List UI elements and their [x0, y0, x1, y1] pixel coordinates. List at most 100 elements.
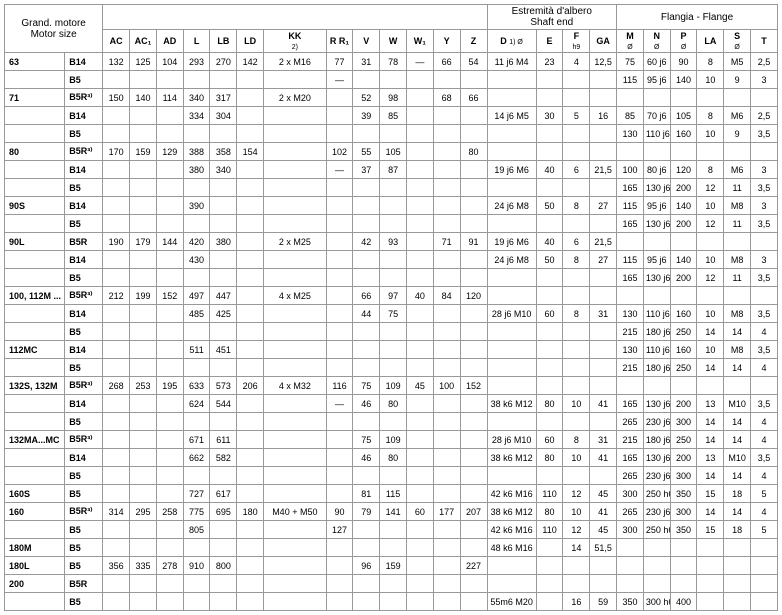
data-cell	[183, 539, 210, 557]
data-cell	[724, 377, 751, 395]
data-cell	[156, 125, 183, 143]
data-cell: 14	[697, 413, 724, 431]
data-cell: 2,5	[751, 53, 778, 71]
data-cell: 10	[697, 251, 724, 269]
data-cell	[156, 431, 183, 449]
data-cell: 85	[617, 107, 644, 125]
data-cell: M8	[724, 305, 751, 323]
data-cell	[103, 449, 130, 467]
table-row: 180MB548 k6 M161451,5	[5, 539, 778, 557]
data-cell: 390	[183, 197, 210, 215]
data-cell: 40	[536, 233, 563, 251]
data-cell	[264, 215, 327, 233]
data-cell	[487, 269, 536, 287]
data-cell	[433, 593, 460, 611]
data-cell	[433, 431, 460, 449]
data-cell: 425	[210, 305, 237, 323]
data-cell	[264, 539, 327, 557]
mounting-cell: B5	[65, 593, 103, 611]
data-cell: 662	[183, 449, 210, 467]
data-cell: 278	[156, 557, 183, 575]
data-cell: 2 x M20	[264, 89, 327, 107]
motor-size-cell	[5, 521, 65, 539]
data-cell: 212	[103, 287, 130, 305]
table-row: 71B5R³⁾1501401143403172 x M2052986866	[5, 89, 778, 107]
data-cell: 159	[380, 557, 407, 575]
data-cell: 12	[563, 521, 590, 539]
motor-size-cell: 80	[5, 143, 65, 161]
col-RR1: R R₁	[326, 30, 353, 53]
data-cell	[210, 125, 237, 143]
data-cell	[724, 287, 751, 305]
data-cell: 130 j6	[643, 395, 670, 413]
data-cell	[460, 341, 487, 359]
data-cell: 45	[590, 485, 617, 503]
data-cell	[183, 179, 210, 197]
data-cell	[237, 215, 264, 233]
data-cell	[406, 215, 433, 233]
data-cell: M10	[724, 395, 751, 413]
data-cell	[326, 251, 353, 269]
data-cell	[353, 575, 380, 593]
data-cell: 80	[536, 395, 563, 413]
data-cell	[156, 449, 183, 467]
data-cell	[380, 413, 407, 431]
col-N: NØ	[643, 30, 670, 53]
data-cell: 104	[156, 53, 183, 71]
table-row: 132MA...MCB5R³⁾6716117510928 j6 M1060831…	[5, 431, 778, 449]
data-cell: 8	[563, 197, 590, 215]
data-cell: 130 j6	[643, 269, 670, 287]
data-cell	[536, 593, 563, 611]
data-cell: 41	[590, 395, 617, 413]
data-cell: 130 j6	[643, 179, 670, 197]
data-cell	[406, 323, 433, 341]
data-cell: 13	[697, 395, 724, 413]
data-cell: 66	[353, 287, 380, 305]
data-cell	[487, 359, 536, 377]
data-cell	[536, 89, 563, 107]
data-cell: 31	[590, 431, 617, 449]
data-cell	[264, 197, 327, 215]
data-cell	[406, 179, 433, 197]
data-cell	[130, 593, 157, 611]
data-cell: 8	[563, 305, 590, 323]
data-cell	[264, 359, 327, 377]
data-cell: 350	[617, 593, 644, 611]
data-cell	[460, 467, 487, 485]
data-cell	[433, 539, 460, 557]
data-cell	[617, 575, 644, 593]
data-cell: 18	[724, 485, 751, 503]
data-cell: 45	[406, 377, 433, 395]
data-cell	[751, 143, 778, 161]
data-cell: 115	[617, 251, 644, 269]
data-cell: 4	[751, 467, 778, 485]
data-cell	[751, 575, 778, 593]
data-cell	[130, 269, 157, 287]
data-cell	[237, 125, 264, 143]
data-cell: 317	[210, 89, 237, 107]
data-cell: 44	[353, 305, 380, 323]
data-cell	[210, 539, 237, 557]
data-cell: 120	[460, 287, 487, 305]
motor-size-cell	[5, 125, 65, 143]
data-cell	[406, 413, 433, 431]
data-cell: 180 j6	[643, 431, 670, 449]
data-cell	[103, 107, 130, 125]
data-cell	[237, 593, 264, 611]
data-cell: 300	[617, 521, 644, 539]
data-cell	[536, 143, 563, 161]
data-cell	[103, 467, 130, 485]
col-AC: AC	[103, 30, 130, 53]
data-cell	[103, 575, 130, 593]
data-cell	[536, 413, 563, 431]
data-cell	[210, 197, 237, 215]
data-cell	[130, 395, 157, 413]
data-cell: 179	[130, 233, 157, 251]
data-cell: 84	[433, 287, 460, 305]
data-cell	[237, 431, 264, 449]
data-cell	[406, 449, 433, 467]
data-cell: 3,5	[751, 125, 778, 143]
data-cell: 140	[130, 89, 157, 107]
data-cell: M6	[724, 107, 751, 125]
data-cell: 70 j6	[643, 107, 670, 125]
